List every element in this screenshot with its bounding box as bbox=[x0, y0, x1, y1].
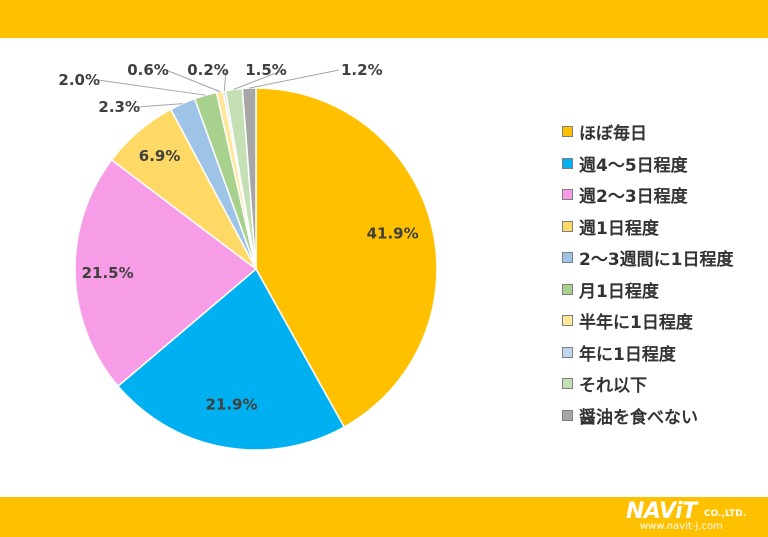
pie-slice bbox=[74, 158, 258, 388]
legend-item: 月1日程度 bbox=[562, 274, 734, 306]
legend-label: 週2～3日程度 bbox=[579, 187, 688, 208]
pie-slice bbox=[116, 267, 346, 451]
leader-line bbox=[223, 69, 227, 91]
legend-item: 週2～3日程度 bbox=[562, 179, 734, 211]
data-label: 0.2% bbox=[187, 61, 229, 79]
data-label: 0.6% bbox=[127, 61, 169, 79]
legend-item: 醤油を食べない bbox=[562, 400, 734, 432]
logo-wordmark: NAViT bbox=[626, 499, 697, 524]
data-label: 21.9% bbox=[205, 395, 257, 413]
legend-label: ほぼ毎日 bbox=[579, 124, 647, 145]
pie-slice bbox=[255, 87, 438, 429]
legend-item: 2～3週間に1日程度 bbox=[562, 242, 734, 274]
logo-url: www.navit-j.com bbox=[640, 521, 723, 532]
legend-swatch bbox=[562, 315, 573, 327]
legend-swatch bbox=[562, 283, 573, 295]
legend-label: 月1日程度 bbox=[579, 281, 659, 302]
legend-label: 醤油を食べない bbox=[579, 407, 698, 428]
chart-legend: ほぼ毎日週4～5日程度 週2～3日程度 週1日程度 2～3週間に1日程度 月1日程度半年… bbox=[562, 116, 734, 431]
bottom-banner bbox=[0, 497, 768, 537]
legend-swatch bbox=[562, 220, 573, 232]
leader-line bbox=[137, 103, 183, 108]
data-label: 2.0% bbox=[58, 71, 100, 89]
legend-swatch bbox=[562, 126, 573, 138]
legend-label: 半年に1日程度 bbox=[579, 313, 693, 334]
data-label: 21.5% bbox=[82, 264, 134, 282]
leader-line bbox=[233, 69, 285, 90]
legend-swatch bbox=[562, 378, 573, 390]
data-label: 1.2% bbox=[341, 61, 383, 79]
legend-item: 年に1日程度 bbox=[562, 337, 734, 369]
legend-swatch bbox=[562, 189, 573, 201]
leader-line bbox=[97, 79, 206, 96]
legend-item: それ以下 bbox=[562, 368, 734, 400]
legend-swatch bbox=[562, 252, 573, 264]
legend-item: 半年に1日程度 bbox=[562, 305, 734, 337]
legend-label: 年に1日程度 bbox=[579, 344, 676, 365]
data-label: 2.3% bbox=[98, 98, 140, 116]
data-label: 41.9% bbox=[367, 224, 419, 242]
legend-item: 週4～5日程度 bbox=[562, 148, 734, 180]
company-logo: NAViT CO.,LTD. www.navit-j.com bbox=[626, 501, 758, 533]
legend-item: ほぼ毎日 bbox=[562, 116, 734, 148]
top-banner bbox=[0, 0, 768, 38]
leader-line bbox=[165, 69, 221, 93]
legend-swatch bbox=[562, 346, 573, 358]
data-label: 1.5% bbox=[245, 61, 287, 79]
legend-swatch bbox=[562, 157, 573, 169]
logo-suffix: CO.,LTD. bbox=[704, 509, 747, 519]
legend-label: 2～3週間に1日程度 bbox=[579, 250, 734, 271]
legend-swatch bbox=[562, 409, 573, 421]
legend-label: 週1日程度 bbox=[579, 218, 659, 239]
data-label: 6.9% bbox=[139, 147, 181, 165]
legend-label: それ以下 bbox=[579, 376, 647, 397]
legend-item: 週1日程度 bbox=[562, 211, 734, 243]
leader-line bbox=[249, 69, 340, 89]
legend-label: 週4～5日程度 bbox=[579, 155, 688, 176]
pie-chart: 41.9% 21.9% 21.5% 6.9% 2.3% 2.0% 0.6% 0.2% 1.5% 1… bbox=[58, 61, 438, 451]
